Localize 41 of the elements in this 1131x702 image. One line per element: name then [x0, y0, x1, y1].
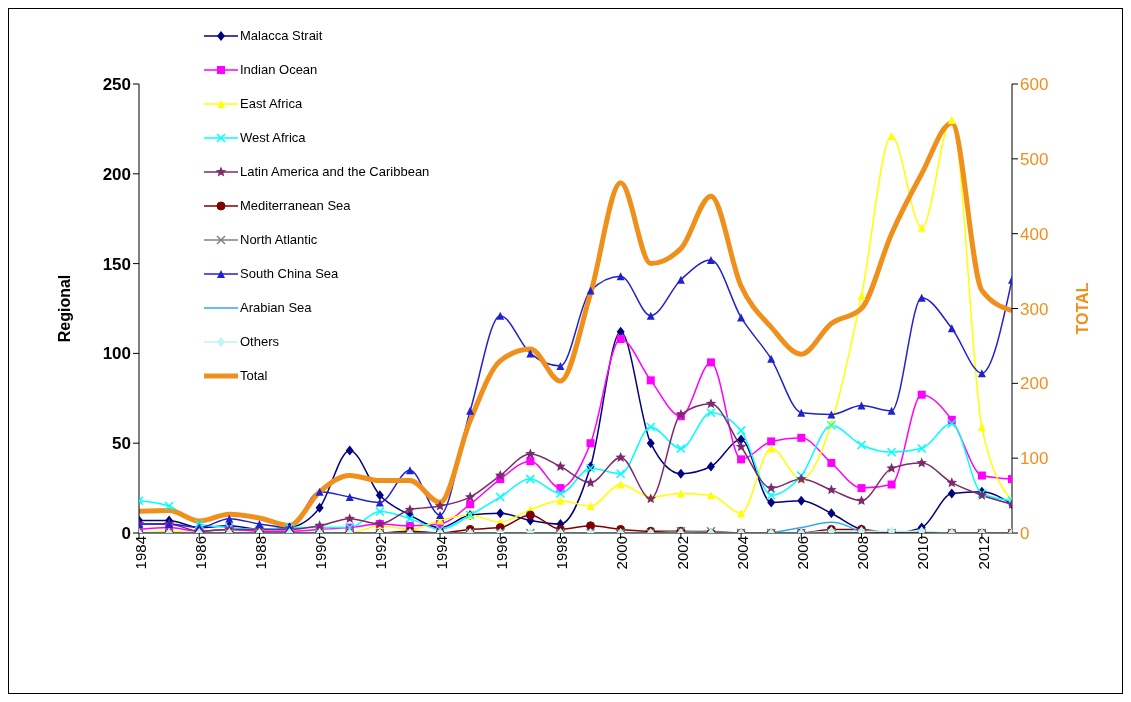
x-tick-label: 2012 — [974, 536, 992, 570]
legend-label: Arabian Sea — [240, 299, 312, 317]
y-tick-label: 250 — [102, 75, 131, 95]
x-tick-label: 2010 — [914, 536, 932, 570]
x-tick-label: 1996 — [492, 536, 510, 570]
legend-label: Others — [240, 333, 280, 351]
legend-label: Mediterranean Sea — [240, 197, 351, 215]
legend-label: South China Sea — [240, 265, 339, 283]
y-tick-label: 50 — [112, 434, 131, 454]
x-tick-label: 2000 — [613, 536, 631, 570]
y2-tick-label: 200 — [1020, 374, 1049, 394]
x-tick-label: 2004 — [733, 536, 751, 570]
y2-tick-label: 500 — [1020, 149, 1049, 169]
x-tick-label: 2002 — [673, 536, 691, 570]
x-tick-label: 2008 — [854, 536, 872, 570]
y2-axis-title: TOTAL — [1073, 282, 1091, 335]
x-tick-label: 1986 — [191, 536, 209, 570]
x-tick-label: 1998 — [553, 536, 571, 570]
y2-tick-label: 600 — [1020, 75, 1049, 95]
legend-label: West Africa — [240, 129, 306, 147]
legend-label: North Atlantic — [240, 231, 318, 249]
y2-tick-label: 400 — [1020, 224, 1049, 244]
y2-tick-label: 100 — [1020, 449, 1049, 469]
y2-tick-label: 300 — [1020, 299, 1049, 319]
y-axis-title: Regional — [55, 274, 73, 343]
legend-label: Indian Ocean — [240, 61, 318, 79]
legend-label: Malacca Strait — [240, 27, 323, 45]
y2-tick-label: 0 — [1020, 524, 1030, 544]
legend-label: East Africa — [240, 95, 303, 113]
x-tick-label: 2006 — [793, 536, 811, 570]
x-tick-label: 1994 — [432, 536, 450, 570]
x-tick-label: 1984 — [131, 536, 149, 570]
y-tick-label: 0 — [121, 524, 131, 544]
y-tick-label: 150 — [102, 254, 131, 274]
x-tick-label: 1988 — [252, 536, 270, 570]
x-tick-label: 1992 — [372, 536, 390, 570]
x-tick-label: 1990 — [312, 536, 330, 570]
legend-label: Latin America and the Caribbean — [240, 163, 430, 181]
y-tick-label: 100 — [102, 344, 131, 364]
y-tick-label: 200 — [102, 164, 131, 184]
legend-label: Total — [240, 367, 268, 385]
